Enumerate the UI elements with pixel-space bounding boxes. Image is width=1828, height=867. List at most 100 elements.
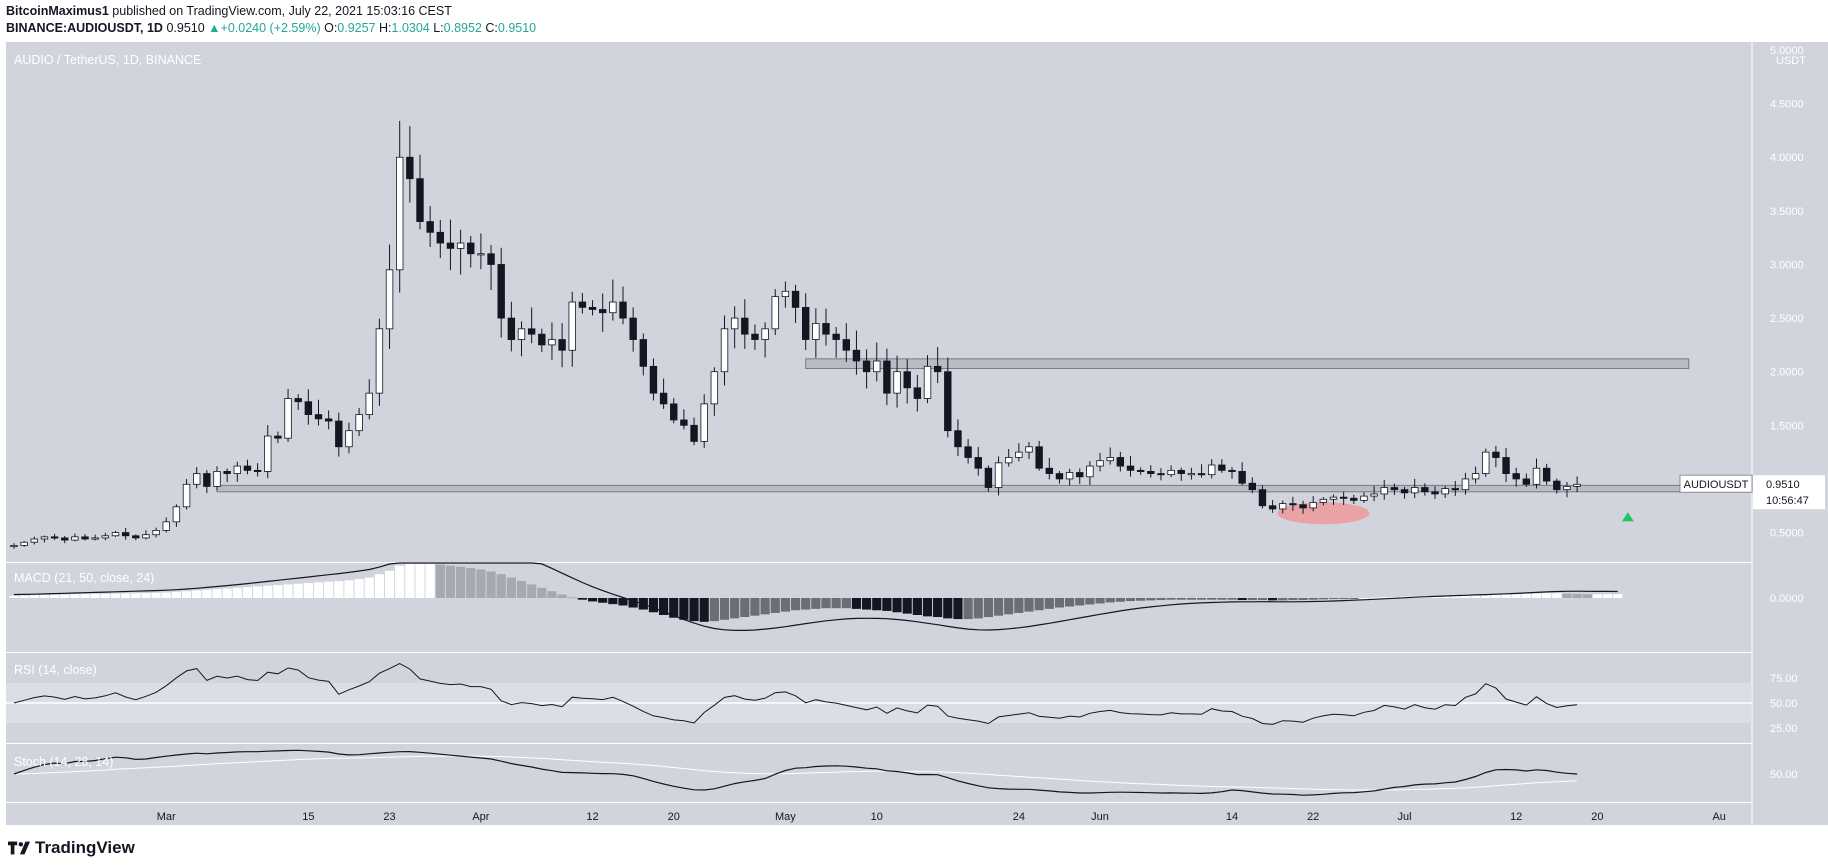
macd-histogram-bar: [933, 598, 943, 618]
candle-body: [1116, 457, 1125, 467]
green-up-arrow-icon: [1621, 512, 1634, 522]
candle-body: [1542, 467, 1551, 482]
candle-body: [446, 242, 455, 249]
candle-body: [243, 465, 252, 471]
macd-histogram-bar: [608, 598, 618, 605]
macd-histogram-bar: [740, 598, 750, 618]
candle-body: [314, 414, 323, 420]
price-axis-tick-label: 1.5000: [1770, 420, 1804, 432]
candle-body: [1208, 464, 1216, 476]
macd-histogram-bar: [202, 589, 212, 598]
candle-body: [1512, 473, 1520, 480]
candle-body: [507, 317, 516, 340]
macd-histogram-bar: [872, 598, 882, 611]
price-axis-tick-label: 3.5000: [1770, 206, 1804, 218]
macd-histogram-bar: [445, 565, 456, 598]
candle-body: [1441, 488, 1449, 495]
macd-histogram-bar: [1440, 595, 1450, 598]
candle-body: [761, 328, 769, 340]
candle-body: [487, 253, 495, 265]
candle-body: [599, 309, 607, 314]
stoch-title: Stoch (14, 28, 14): [14, 755, 113, 769]
macd-histogram-bar: [9, 595, 19, 598]
macd-histogram-bar: [557, 594, 567, 598]
rsi-axis-tick-label: 50.00: [1770, 698, 1798, 710]
candle-body: [1126, 465, 1135, 471]
tradingview-logo[interactable]: TradingView: [8, 838, 135, 858]
macd-histogram-bar: [1328, 598, 1339, 600]
candle-body: [304, 401, 313, 415]
macd-histogram-bar: [50, 594, 60, 598]
candle-body: [933, 365, 942, 373]
macd-histogram-bar: [110, 593, 121, 598]
symbol-price-tag-label: AUDIOUSDT: [1684, 479, 1749, 491]
macd-histogram-bar: [1024, 598, 1034, 612]
macd-histogram-bar: [496, 574, 506, 598]
candle-body: [436, 231, 444, 244]
price-axis-tick-label: 0.5000: [1770, 528, 1804, 540]
macd-histogram-bar: [1227, 598, 1237, 600]
candle-body: [548, 339, 556, 346]
candle-body: [416, 178, 424, 222]
macd-histogram-bar: [283, 584, 293, 598]
candle-body: [1248, 482, 1256, 491]
highlight-ellipse: [1277, 502, 1370, 525]
candle-body: [1502, 457, 1510, 474]
candle-body: [121, 532, 130, 537]
candle-body: [50, 536, 59, 539]
price-axis-tick-label: 5.0000: [1770, 45, 1804, 57]
candle-body: [395, 156, 404, 271]
macd-histogram-bar: [1065, 598, 1075, 607]
macd-histogram-bar: [415, 564, 425, 598]
macd-histogram-bar: [1075, 598, 1085, 606]
candle-body: [1319, 498, 1328, 503]
macd-histogram-bar: [334, 581, 344, 598]
candle-body: [690, 424, 698, 442]
candle-body: [568, 301, 576, 351]
candle-body: [1532, 467, 1541, 485]
stoch-d-line: [13, 755, 1578, 791]
candle-body: [1187, 473, 1196, 476]
macd-histogram-bar: [476, 569, 486, 598]
macd-histogram-bar: [943, 598, 953, 619]
candle-body: [152, 530, 160, 536]
rsi-line: [13, 663, 1578, 725]
candle-body: [842, 339, 850, 351]
macd-histogram-bar: [648, 598, 659, 613]
candle-body: [1218, 464, 1226, 471]
low-value: 0.8952: [443, 21, 482, 35]
candle-body: [477, 253, 485, 256]
symbol-label: BINANCE:AUDIOUSDT, 1D: [6, 21, 163, 35]
macd-histogram-bar: [19, 595, 29, 598]
macd-histogram-bar: [1268, 598, 1278, 601]
candle-body: [832, 333, 840, 340]
candle-body: [720, 328, 729, 373]
macd-histogram-bar: [862, 598, 872, 610]
macd-histogram-bar: [1166, 598, 1176, 600]
macd-histogram-bar: [1521, 593, 1531, 598]
price-axis-tick-label: 4.5000: [1770, 99, 1804, 111]
macd-histogram-bar: [953, 598, 963, 620]
candle-body: [1461, 478, 1470, 491]
macd-histogram-bar: [1613, 594, 1623, 598]
macd-histogram-bar: [1085, 598, 1095, 605]
candle-body: [1167, 469, 1175, 476]
candle-body: [558, 339, 566, 351]
macd-histogram-bar: [263, 585, 273, 598]
time-axis-tick-label: 15: [302, 811, 314, 823]
macd-histogram-bar: [547, 591, 557, 598]
macd-histogram-bar: [384, 570, 395, 598]
time-axis-tick-label: 12: [586, 811, 598, 823]
candle-body: [1471, 473, 1480, 480]
macd-histogram-bar: [486, 571, 496, 598]
candle-body: [1258, 489, 1267, 507]
macd-histogram-bar: [60, 594, 70, 598]
macd-histogram-bar: [313, 582, 324, 598]
macd-histogram-bar: [730, 598, 740, 619]
candle-body: [527, 328, 536, 335]
price-axis-tick-label: 2.0000: [1770, 367, 1804, 379]
stoch-k-line: [13, 749, 1578, 796]
candle-body: [1350, 497, 1358, 501]
candle-body: [822, 323, 830, 335]
